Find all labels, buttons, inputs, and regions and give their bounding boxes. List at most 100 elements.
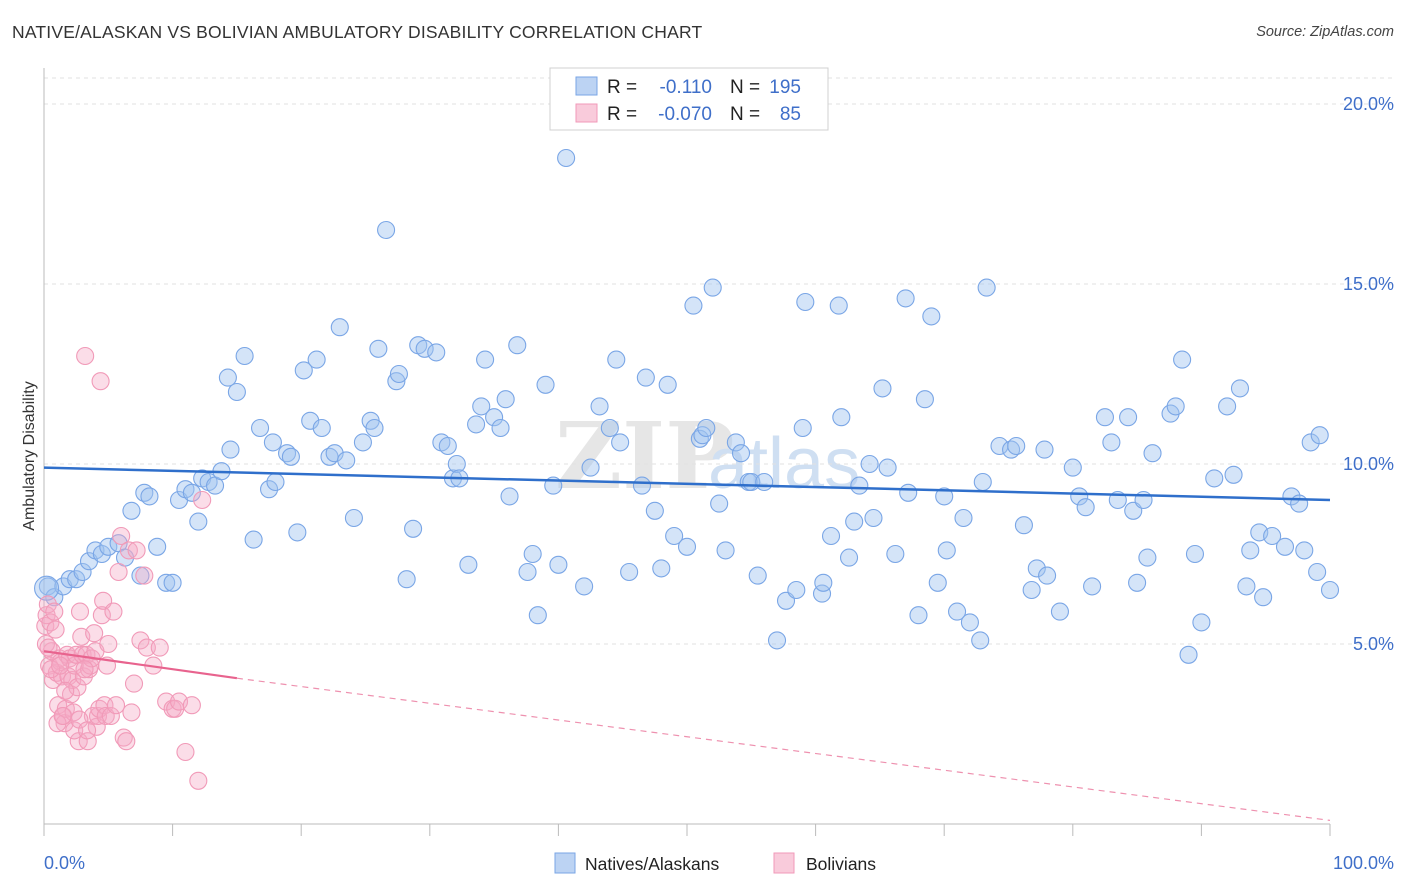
series-legend: Natives/Alaskans Bolivians	[554, 852, 876, 874]
point-natives-alaskans	[1192, 613, 1211, 632]
point-natives-alaskans	[1308, 562, 1327, 582]
bottom-legend-swatch-bolivians	[773, 852, 795, 874]
chart-title: NATIVE/ALASKAN VS BOLIVIAN AMBULATORY DI…	[12, 22, 703, 42]
point-natives-alaskans	[244, 530, 263, 549]
point-natives-alaskans	[948, 602, 967, 621]
point-natives-alaskans	[860, 454, 879, 474]
point-natives-alaskans	[330, 318, 349, 337]
point-natives-alaskans	[549, 555, 568, 574]
point-natives-alaskans	[325, 444, 344, 463]
point-natives-alaskans	[369, 339, 388, 358]
point-bolivians	[65, 721, 84, 740]
point-natives-alaskans	[850, 476, 869, 495]
point-natives-alaskans	[886, 544, 905, 564]
point-bolivians	[51, 656, 70, 675]
point-bolivians	[189, 771, 208, 790]
point-natives-alaskans	[67, 570, 86, 589]
point-natives-alaskans	[377, 220, 396, 240]
point-bolivians	[53, 706, 72, 726]
trend-line-bolivians	[43, 650, 238, 680]
point-natives-alaskans	[1022, 580, 1041, 600]
point-natives-alaskans	[973, 472, 992, 492]
point-natives-alaskans	[703, 278, 722, 297]
point-natives-alaskans	[716, 541, 735, 560]
point-natives-alaskans	[508, 336, 527, 355]
point-natives-alaskans	[92, 544, 111, 564]
point-bolivians	[78, 721, 97, 740]
point-natives-alaskans	[189, 512, 208, 531]
point-natives-alaskans	[909, 606, 928, 625]
point-natives-alaskans	[1007, 436, 1026, 456]
point-natives-alaskans	[135, 483, 154, 502]
trend-lines	[43, 466, 1331, 821]
y-tick-label: 10.0%	[1343, 454, 1394, 474]
point-natives-alaskans	[814, 573, 833, 592]
legend-r-label-2: R =	[607, 104, 637, 125]
point-natives-alaskans	[581, 458, 600, 477]
point-natives-alaskans	[600, 418, 619, 438]
point-bolivians	[101, 706, 120, 726]
point-natives-alaskans	[1035, 440, 1054, 459]
point-natives-alaskans	[796, 292, 815, 312]
point-natives-alaskans	[697, 418, 716, 438]
point-natives-alaskans	[636, 368, 655, 387]
point-natives-alaskans	[937, 541, 956, 560]
correlation-legend: R = -0.110 N = 195 R = -0.070 N = 85	[549, 67, 829, 131]
point-natives-alaskans	[518, 562, 537, 582]
point-natives-alaskans	[307, 350, 326, 369]
point-natives-alaskans	[1241, 541, 1260, 560]
point-bolivians	[106, 696, 126, 715]
point-bolivians	[109, 562, 128, 582]
point-natives-alaskans	[122, 501, 141, 520]
point-natives-alaskans	[496, 390, 515, 409]
point-bolivians	[137, 638, 156, 657]
point-natives-alaskans	[748, 566, 767, 585]
point-natives-alaskans	[1282, 487, 1301, 506]
y-axis-title: Ambulatory Disability	[21, 381, 38, 530]
point-natives-alaskans	[928, 573, 947, 592]
point-bolivians	[75, 660, 94, 679]
x-tick-marks	[43, 824, 1331, 836]
point-bolivians	[45, 602, 64, 621]
point-natives-alaskans	[1083, 577, 1102, 596]
point-natives-alaskans	[281, 447, 300, 466]
point-natives-alaskans	[467, 415, 486, 434]
point-natives-alaskans	[476, 350, 495, 369]
point-natives-alaskans	[829, 296, 848, 315]
point-bolivians	[182, 696, 201, 715]
point-bolivians	[157, 692, 176, 711]
y-tick-labels: 5.0% 10.0% 15.0% 20.0%	[1343, 94, 1394, 654]
point-natives-alaskans	[575, 577, 594, 596]
series-natives-alaskans	[34, 148, 1340, 664]
point-natives-alaskans	[977, 278, 996, 297]
point-natives-alaskans	[611, 433, 630, 452]
point-natives-alaskans	[896, 289, 915, 308]
point-natives-alaskans	[438, 436, 457, 456]
point-natives-alaskans	[832, 408, 851, 427]
point-natives-alaskans	[1224, 465, 1243, 484]
point-natives-alaskans	[684, 296, 703, 315]
point-natives-alaskans	[652, 559, 671, 578]
point-bolivians	[112, 526, 131, 546]
point-natives-alaskans	[726, 433, 745, 452]
point-natives-alaskans	[607, 350, 626, 369]
point-natives-alaskans	[344, 508, 363, 528]
point-natives-alaskans	[365, 418, 384, 438]
point-natives-alaskans	[557, 148, 576, 168]
point-natives-alaskans	[1218, 397, 1237, 416]
point-natives-alaskans	[878, 458, 897, 477]
point-natives-alaskans	[787, 580, 806, 600]
point-natives-alaskans	[263, 433, 282, 452]
point-natives-alaskans	[1263, 526, 1282, 546]
point-bolivians	[127, 541, 146, 560]
point-bolivians	[119, 541, 138, 560]
point-bolivians	[85, 624, 104, 643]
point-bolivians	[92, 606, 111, 625]
point-bolivians	[38, 595, 57, 614]
point-natives-alaskans	[971, 631, 990, 650]
point-natives-alaskans	[864, 508, 883, 528]
point-natives-alaskans	[218, 368, 237, 387]
point-bolivians	[131, 631, 150, 650]
legend-n-label-1: N =	[730, 77, 760, 98]
point-bolivians	[176, 742, 195, 762]
